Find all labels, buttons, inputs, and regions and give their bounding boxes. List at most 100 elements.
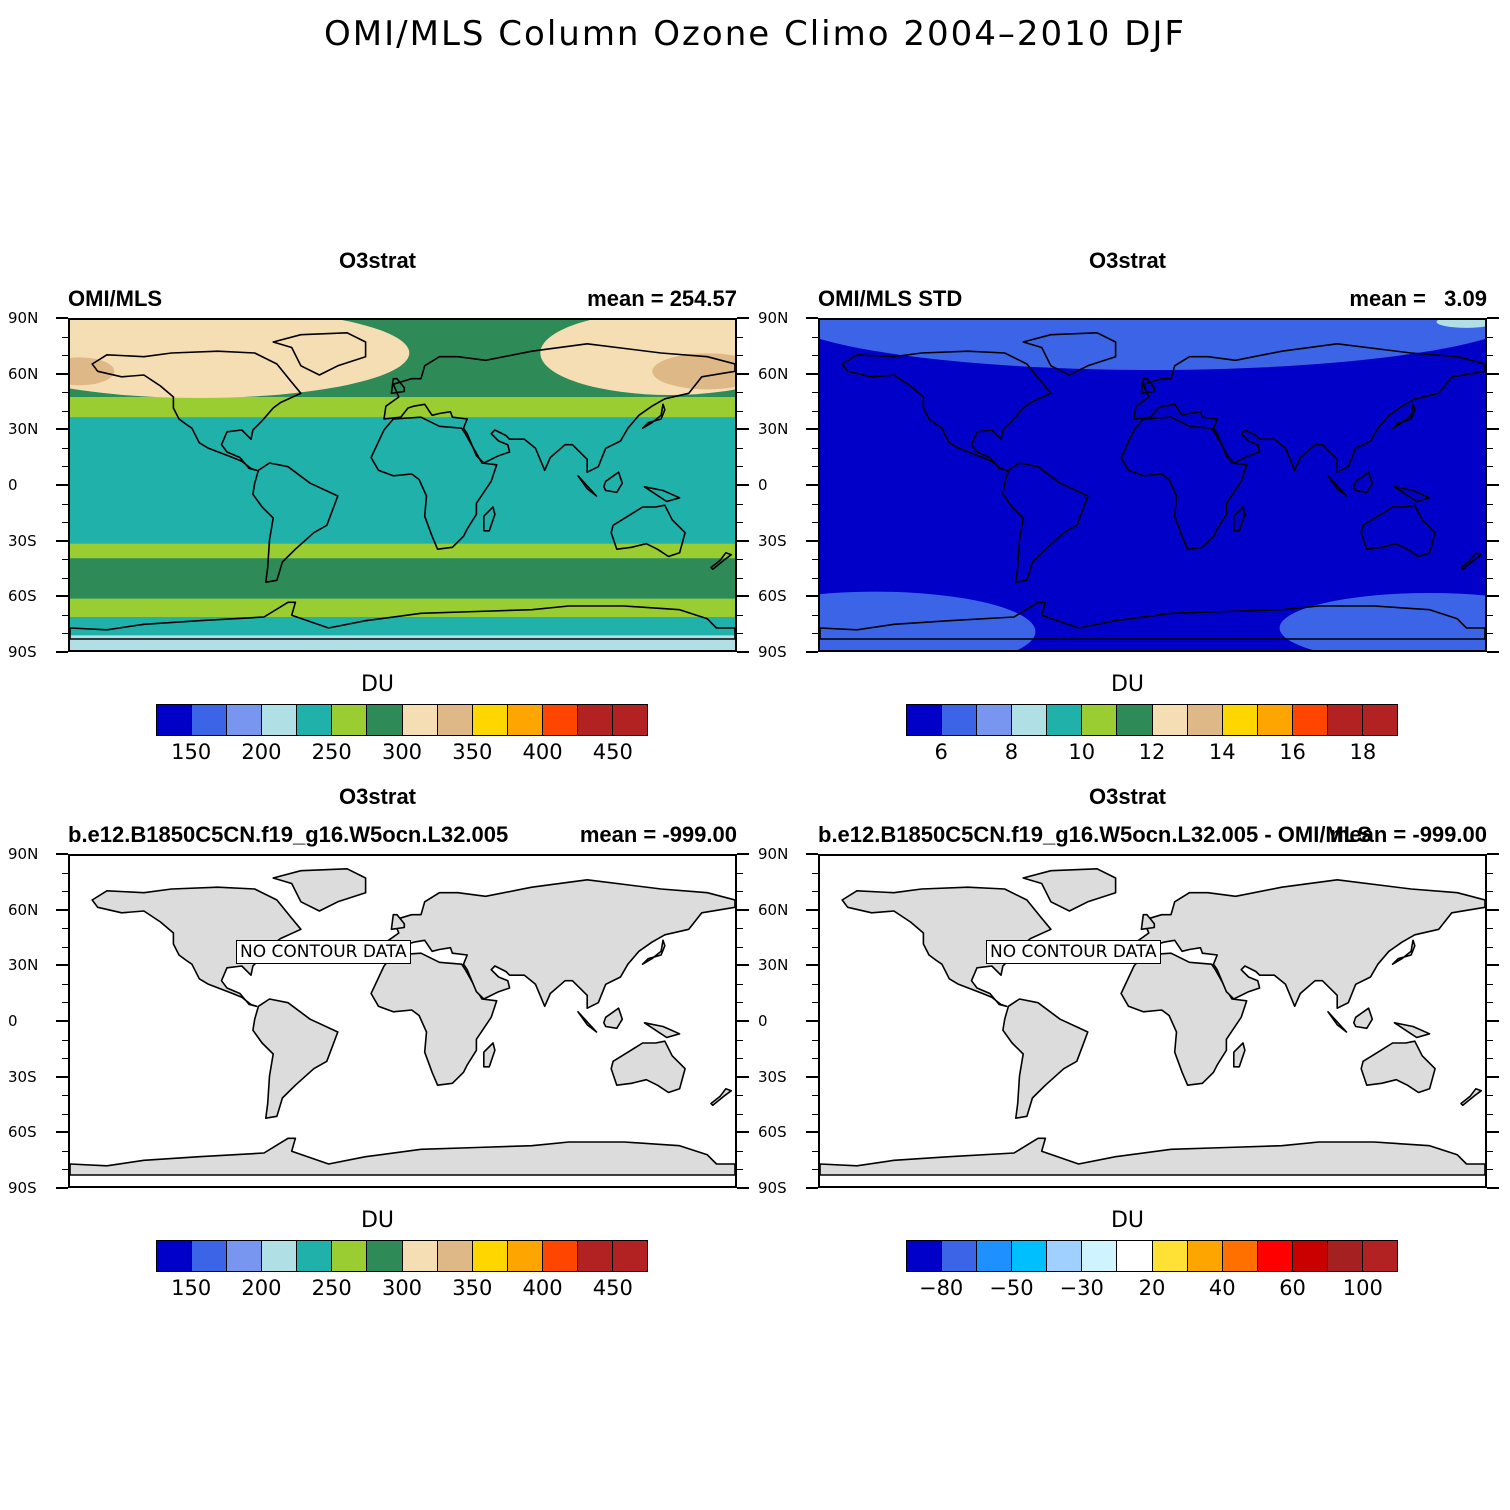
coastline: [1360, 1040, 1436, 1094]
minor-tick: [1487, 1058, 1493, 1060]
minor-tick: [62, 891, 68, 893]
minor-tick: [62, 1002, 68, 1004]
colorbar-tick-label: 150: [171, 740, 212, 764]
lat-tick-left: [806, 372, 818, 375]
minor-tick: [62, 946, 68, 948]
colorbar-swatch: [907, 1241, 943, 1271]
colorbar-swatch: [1117, 1241, 1153, 1271]
lat-tick-left: [56, 964, 68, 967]
minor-tick: [62, 1039, 68, 1041]
minor-tick: [737, 633, 743, 635]
minor-tick: [1487, 1039, 1493, 1041]
main-title: OMI/MLS Column Ozone Climo 2004–2010 DJF: [324, 14, 1186, 54]
minor-tick: [812, 336, 818, 338]
lat-tick-label: 0: [758, 476, 768, 494]
colorbar-tick-label: 450: [592, 1276, 633, 1300]
colorbar-swatch: [1327, 705, 1364, 735]
minor-tick: [737, 1039, 743, 1041]
minor-tick: [812, 410, 818, 412]
colorbar-tick-label: 100: [1342, 1276, 1383, 1300]
lat-tick-left: [806, 1131, 818, 1134]
coastline: [643, 486, 681, 503]
minor-tick: [812, 946, 818, 948]
minor-tick: [1487, 466, 1493, 468]
lat-tick-left: [806, 595, 818, 598]
panel-left-string: b.e12.B1850C5CN.f19_g16.W5ocn.L32.005 - …: [818, 822, 1372, 847]
lat-tick-left: [806, 853, 818, 855]
minor-tick: [1487, 447, 1493, 449]
no-contour-data-label: NO CONTOUR DATA: [986, 940, 1161, 964]
lat-tick-left: [56, 1131, 68, 1134]
minor-tick: [62, 336, 68, 338]
colorbar-swatch: [472, 705, 508, 735]
minor-tick: [1487, 1002, 1493, 1004]
minor-tick: [62, 1169, 68, 1171]
lat-tick-left: [806, 908, 818, 911]
colorbar-tick-label: 6: [934, 740, 948, 764]
lat-tick-left: [56, 1020, 68, 1022]
lat-tick-right: [737, 539, 749, 542]
colorbar-tick-label: 300: [381, 1276, 423, 1300]
lat-tick-left: [806, 1075, 818, 1078]
lat-tick-label: 0: [758, 1012, 768, 1030]
coastline: [610, 1040, 686, 1094]
colorbar-tick-label: 20: [1138, 1276, 1166, 1300]
lat-tick-right: [737, 1020, 749, 1022]
lat-tick-label: 90S: [758, 1179, 787, 1197]
minor-tick: [737, 410, 743, 412]
colorbar-swatch: [977, 1241, 1013, 1271]
lat-tick-left: [56, 484, 68, 486]
coastline: [1393, 1022, 1431, 1039]
minor-tick: [737, 614, 743, 616]
colorbar-swatch: [472, 1241, 508, 1271]
lat-tick-label: 60S: [8, 1123, 37, 1142]
colorbar-unit-label: DU: [1110, 672, 1145, 697]
colorbar-swatch: [332, 1241, 368, 1271]
panel-mean-string: mean = -999.00: [579, 822, 737, 847]
minor-tick: [1487, 1113, 1493, 1115]
coastline: [1002, 462, 1089, 583]
minor-tick: [737, 503, 743, 505]
lat-tick-left: [56, 908, 68, 911]
coastline: [841, 350, 1052, 472]
minor-tick: [62, 503, 68, 505]
colorbar-unit-label: DU: [360, 1208, 395, 1233]
coastline: [1391, 939, 1416, 965]
minor-tick: [1487, 633, 1493, 635]
colorbar-swatch: [1047, 705, 1083, 735]
minor-tick: [1487, 503, 1493, 505]
lat-tick-left: [56, 428, 68, 431]
coastline: [1233, 506, 1246, 532]
panel-mean-string: mean = 3.09: [1349, 286, 1487, 311]
lat-tick-label: 60S: [758, 1123, 787, 1142]
minor-tick: [812, 872, 818, 874]
minor-tick: [812, 1169, 818, 1171]
lat-tick-left: [56, 539, 68, 542]
contour-fill-nh-west-peak: [70, 357, 115, 386]
minor-tick: [812, 559, 818, 561]
lat-tick-right: [737, 317, 749, 319]
colorbar-swatch: [227, 705, 263, 735]
lat-tick-label: 60N: [758, 900, 789, 919]
lat-tick-right: [1487, 317, 1499, 319]
minor-tick: [1487, 522, 1493, 524]
coastline: [710, 1088, 733, 1107]
map-plot: [818, 854, 1487, 1188]
lat-tick-label: 30S: [8, 531, 37, 550]
colorbar-swatch: [577, 1241, 614, 1271]
minor-tick: [62, 928, 68, 930]
coastline: [390, 913, 406, 931]
colorbar-tick-label: 250: [311, 1276, 352, 1300]
lat-tick-right: [1487, 539, 1499, 542]
minor-tick: [62, 522, 68, 524]
lat-tick-left: [56, 651, 68, 653]
minor-tick: [812, 633, 818, 635]
panel-title: O3strat: [1088, 784, 1167, 809]
panel-omi-mls-std: O3strat OMI/MLS STD mean = 3.09 90N 60N 30N 0 3…: [750, 248, 1505, 788]
contour-fill-sh-east: [1279, 593, 1485, 650]
lat-tick-label: 30N: [8, 956, 39, 975]
lat-tick-right: [737, 908, 749, 911]
colorbar-swatch: [297, 705, 333, 735]
colorbar-tick-label: 350: [452, 740, 493, 764]
minor-tick: [1487, 410, 1493, 412]
